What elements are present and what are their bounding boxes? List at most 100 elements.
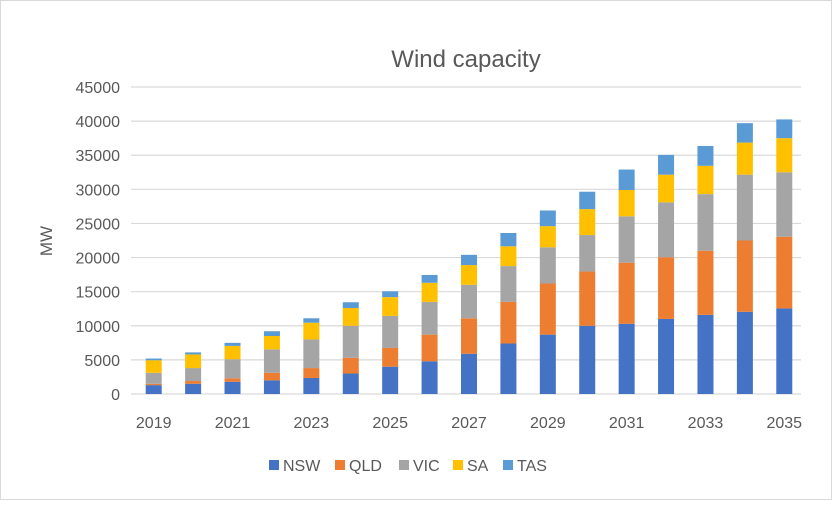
chart-title: Wind capacity [391,46,540,73]
bar-tas-2024 [342,302,359,309]
bar-nsw-2023 [303,377,320,394]
bar-sa-2035 [776,138,793,173]
bar-qld-2027 [461,318,477,354]
bar-qld-2032 [658,257,675,319]
legend: NSW QLD VIC SA TAS [269,458,547,475]
bar-sa-2020 [185,354,202,369]
bar-sa-2031 [618,190,635,217]
bar-tas-2027 [461,254,477,266]
legend-swatch-qld [335,460,345,470]
bar-vic-2020 [185,368,202,382]
y-tick-label: 40000 [76,114,121,131]
x-axis-ticks: 2019 2021 2023 2025 2027 2029 2031 2033 2035 [136,415,802,432]
bar-nsw-2022 [263,380,280,394]
x-tick-label: 2027 [451,415,487,432]
bar-sa-2034 [736,142,753,175]
bar-qld-2029 [539,283,556,335]
bar-qld-2033 [697,250,714,315]
bar-nsw-2024 [342,373,359,394]
bar-sa-2027 [461,265,477,285]
bar-vic-2031 [618,216,635,263]
bar-sa-2030 [579,209,596,236]
bar-qld-2021 [224,378,241,382]
bar-nsw-2026 [421,361,438,394]
y-tick-label: 25000 [76,216,121,233]
bar-vic-2027 [461,284,477,319]
bar-tas-2028 [500,232,517,247]
bar-sa-2032 [658,174,675,203]
bar-vic-2026 [421,301,438,335]
bar-sa-2025 [382,297,399,316]
bar-qld-2023 [303,368,320,378]
legend-label-tas: TAS [517,458,547,475]
bar-qld-2034 [736,240,753,312]
y-tick-label: 35000 [76,148,121,165]
legend-label-sa: SA [467,458,489,475]
bar-nsw-2027 [461,353,477,394]
bar-nsw-2019 [145,385,162,394]
x-tick-label: 2031 [609,415,645,432]
bar-qld-2031 [618,262,635,324]
x-tick-label: 2023 [294,415,330,432]
legend-label-qld: QLD [349,458,382,475]
bar-tas-2031 [618,169,635,191]
bar-sa-2033 [697,165,714,195]
bar-tas-2022 [263,331,280,337]
bar-sa-2029 [539,226,556,248]
bar-nsw-2034 [736,311,753,394]
bar-sa-2021 [224,345,241,360]
x-tick-label: 2035 [766,415,802,432]
y-tick-label: 45000 [76,80,121,97]
bar-sa-2024 [342,308,359,326]
bar-tas-2033 [697,146,714,166]
bar-nsw-2028 [500,343,517,394]
bar-nsw-2031 [618,323,635,394]
bar-qld-2020 [185,381,202,384]
bar-sa-2028 [500,246,517,267]
bar-vic-2029 [539,247,556,284]
bar-nsw-2025 [382,366,399,394]
bar-tas-2019 [145,358,162,361]
bar-qld-2024 [342,357,359,374]
bar-tas-2026 [421,274,438,283]
y-axis-label: MW [37,226,56,256]
bar-vic-2019 [145,372,162,384]
bar-qld-2019 [145,383,162,386]
y-tick-label: 15000 [76,285,121,302]
bar-vic-2022 [263,349,280,373]
bar-sa-2022 [263,336,280,350]
legend-label-nsw: NSW [283,458,321,475]
bar-nsw-2021 [224,381,241,394]
bar-vic-2030 [579,235,596,272]
bar-tas-2030 [579,191,596,210]
bar-vic-2033 [697,194,714,251]
legend-swatch-vic [399,460,409,470]
bar-vic-2024 [342,325,359,358]
bar-vic-2032 [658,202,675,258]
x-tick-label: 2025 [372,415,408,432]
bar-nsw-2029 [539,334,556,394]
bar-tas-2020 [185,352,202,355]
bar-tas-2034 [736,123,753,143]
y-axis-ticks: 0 5000 10000 15000 20000 25000 30000 35000 40000… [76,80,121,404]
bar-qld-2026 [421,334,438,362]
bar-vic-2034 [736,174,753,241]
y-tick-label: 0 [111,387,120,404]
bar-vic-2023 [303,339,320,369]
bar-qld-2035 [776,236,793,309]
bar-nsw-2030 [579,325,596,394]
legend-label-vic: VIC [413,458,440,475]
x-tick-label: 2021 [215,415,251,432]
legend-swatch-tas [503,460,513,470]
y-tick-label: 30000 [76,182,121,199]
x-tick-label: 2019 [136,415,172,432]
bar-nsw-2035 [776,308,793,394]
bar-tas-2021 [224,342,241,346]
bar-qld-2028 [500,301,517,344]
legend-swatch-sa [453,460,463,470]
legend-swatch-nsw [269,460,279,470]
bar-vic-2025 [382,315,399,348]
bar-vic-2028 [500,266,517,302]
bar-sa-2026 [421,282,438,302]
